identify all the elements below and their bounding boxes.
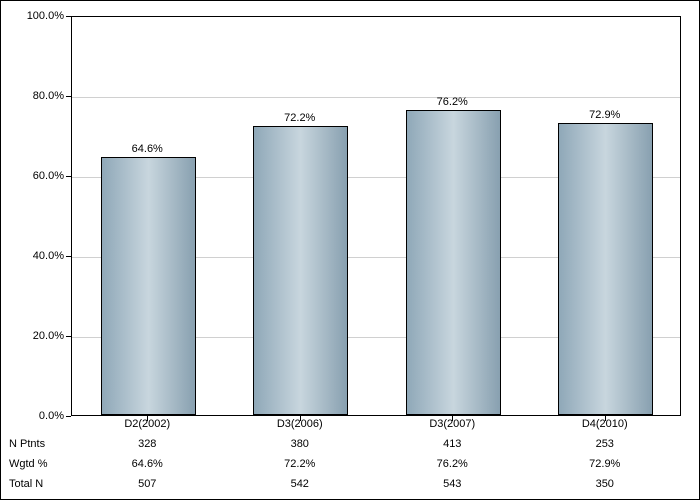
y-axis-tick-label: 100.0%	[9, 10, 64, 22]
bar	[558, 123, 653, 415]
bar-value-label: 72.9%	[589, 109, 620, 121]
bar-value-label: 64.6%	[132, 143, 163, 155]
y-axis-tick-mark	[66, 176, 71, 177]
table-cell: 542	[291, 478, 309, 490]
table-row-label: N Ptnts	[9, 438, 69, 450]
table-cell: 350	[596, 478, 614, 490]
y-axis-tick-mark	[66, 256, 71, 257]
y-axis-tick-label: 40.0%	[9, 250, 64, 262]
y-axis-tick-label: 80.0%	[9, 90, 64, 102]
y-axis-tick-mark	[66, 336, 71, 337]
bar	[406, 110, 501, 415]
table-cell: 413	[443, 438, 461, 450]
table-row: Total N 507 542 543 350	[1, 478, 700, 498]
gridline	[72, 97, 680, 98]
table-cell: 328	[138, 438, 156, 450]
chart-container: D2(2002)D3(2006)D3(2007)D4(2010)N Ptnts 3…	[0, 0, 700, 500]
y-axis-tick-label: 60.0%	[9, 170, 64, 182]
table-row: N Ptnts 328 380 413 253	[1, 438, 700, 458]
table-cell: 64.6%	[132, 458, 163, 470]
x-axis-tick-mark	[147, 416, 148, 421]
table-cell: 72.9%	[589, 458, 620, 470]
table-cell: 380	[291, 438, 309, 450]
table-row-label: Total N	[9, 478, 69, 490]
bar	[253, 126, 348, 415]
bar	[101, 157, 196, 415]
y-axis-tick-mark	[66, 16, 71, 17]
table-cell: 72.2%	[284, 458, 315, 470]
plot-area	[71, 16, 681, 416]
y-axis-tick-label: 20.0%	[9, 330, 64, 342]
table-cell: 507	[138, 478, 156, 490]
table-row: D2(2002)D3(2006)D3(2007)D4(2010)	[1, 418, 700, 438]
y-axis-tick-mark	[66, 416, 71, 417]
table-cell: 76.2%	[437, 458, 468, 470]
x-axis-tick-mark	[300, 416, 301, 421]
x-axis-tick-mark	[452, 416, 453, 421]
bar-value-label: 76.2%	[437, 96, 468, 108]
x-axis-tick-mark	[605, 416, 606, 421]
table-cell: 543	[443, 478, 461, 490]
table-row: Wgtd % 64.6% 72.2% 76.2% 72.9%	[1, 458, 700, 478]
y-axis-tick-mark	[66, 96, 71, 97]
bar-value-label: 72.2%	[284, 112, 315, 124]
y-axis-tick-label: 0.0%	[9, 410, 64, 422]
table-cell: 253	[596, 438, 614, 450]
table-row-label: Wgtd %	[9, 458, 69, 470]
